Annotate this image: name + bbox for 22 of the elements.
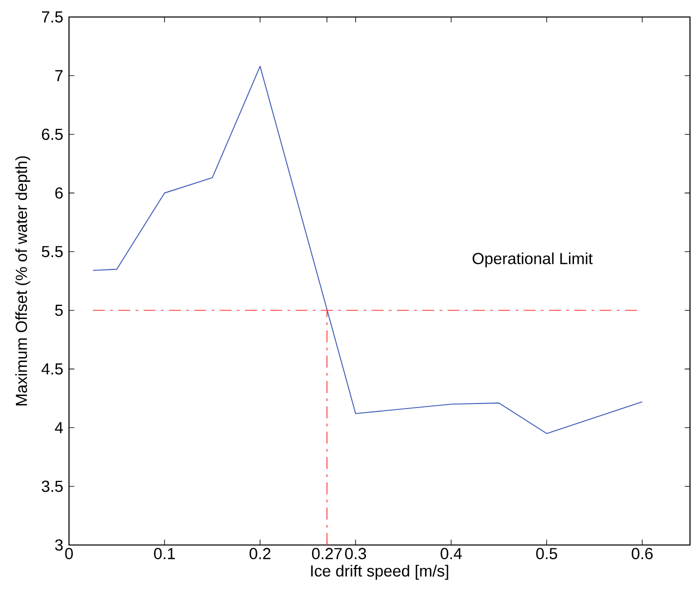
x-tick-label: 0.5 (536, 548, 558, 560)
ref-line-label: Operational Limit (472, 252, 593, 268)
x-axis-title: Ice drift speed [m/s] (311, 564, 448, 580)
y-tick-label: 6.5 (42, 128, 63, 140)
x-tick-label: 0.2 (250, 548, 270, 560)
x-tick-label: 0.1 (154, 548, 175, 560)
y-tick-label: 3 (55, 539, 63, 551)
y-tick-label: 4 (54, 422, 63, 434)
y-tick-label: 7 (55, 70, 63, 82)
y-tick-label: 5.5 (42, 246, 63, 258)
line-series (92, 66, 643, 434)
x-tick-label: 0.6 (632, 548, 653, 560)
y-tick-label: 7.5 (42, 11, 63, 23)
y-tick-label: 4.5 (42, 363, 63, 375)
y-tick-label: 6 (55, 187, 63, 199)
y-tick-label: 3.5 (42, 480, 63, 492)
x-tick-label: 0.3 (345, 548, 366, 560)
y-tick-label: 5 (55, 304, 63, 316)
y-axis-title: Maximum Offset (% of water depth) (15, 156, 30, 406)
x-tick-label: 0.4 (440, 548, 462, 560)
x-tick-label: 0.27 (312, 548, 342, 560)
x-tick-label: 0 (65, 548, 73, 560)
